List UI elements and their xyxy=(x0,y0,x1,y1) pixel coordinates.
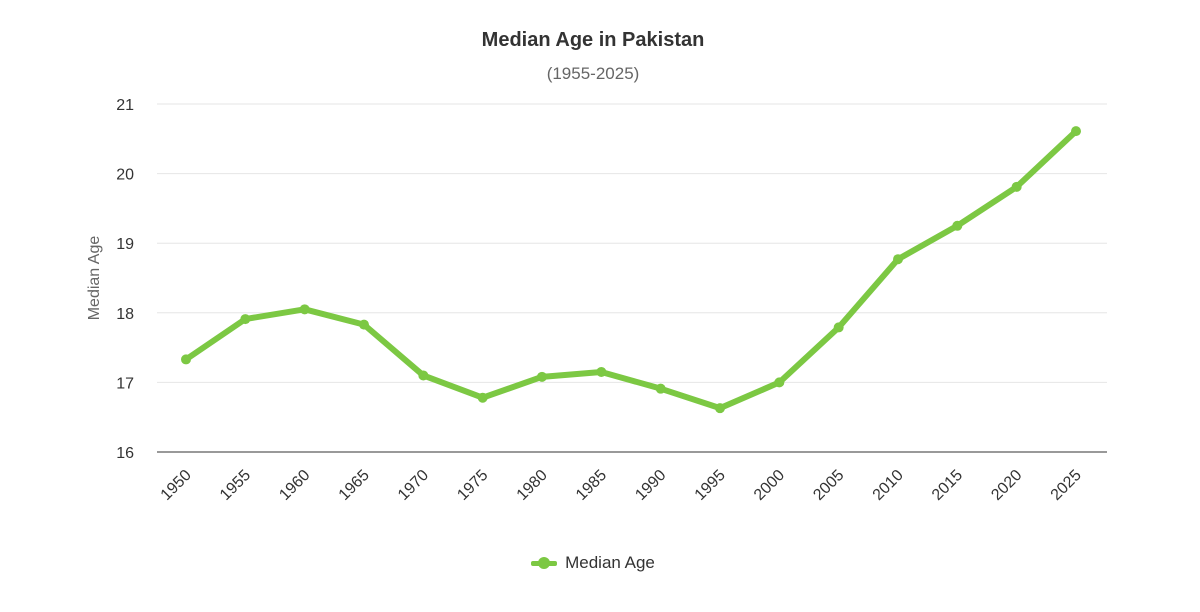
data-point[interactable] xyxy=(833,322,844,333)
series-line[interactable] xyxy=(183,128,1079,412)
data-point[interactable] xyxy=(952,220,963,231)
x-tick-label: 2015 xyxy=(929,467,966,504)
data-point[interactable] xyxy=(774,377,785,388)
y-axis-label: Median Age xyxy=(86,236,103,321)
y-tick-label: 16 xyxy=(116,445,134,462)
y-tick-label: 20 xyxy=(116,167,134,184)
y-axis-ticks: 16 17 18 19 20 21 xyxy=(116,97,134,462)
x-tick-label: 1950 xyxy=(158,467,195,504)
data-point[interactable] xyxy=(418,370,429,381)
x-tick-label: 1980 xyxy=(514,467,551,504)
x-tick-label: 2025 xyxy=(1048,467,1085,504)
x-tick-label: 1985 xyxy=(573,467,610,504)
data-point[interactable] xyxy=(181,354,191,365)
y-tick-label: 17 xyxy=(116,375,134,392)
legend-label: Median Age xyxy=(565,553,655,572)
x-axis-ticks: 1950 1955 1960 1965 1970 1975 1980 1985 1990 1995… xyxy=(158,467,1085,504)
x-tick-label: 1970 xyxy=(395,467,432,504)
x-tick-label: 2010 xyxy=(870,467,907,504)
series-group[interactable] xyxy=(181,126,1081,414)
data-point[interactable] xyxy=(537,371,547,382)
data-point[interactable] xyxy=(359,319,369,330)
x-tick-label: 2020 xyxy=(988,467,1025,504)
data-point[interactable] xyxy=(477,392,488,403)
x-tick-label: 1975 xyxy=(454,467,491,504)
y-tick-label: 19 xyxy=(116,236,134,253)
x-tick-label: 1965 xyxy=(336,467,373,504)
data-point[interactable] xyxy=(655,383,666,394)
data-point[interactable] xyxy=(715,403,725,414)
grid-lines xyxy=(157,103,1107,383)
data-point[interactable] xyxy=(240,314,251,325)
chart-title: Median Age in Pakistan xyxy=(481,29,705,51)
data-point[interactable] xyxy=(596,366,607,377)
data-point[interactable] xyxy=(1011,181,1022,192)
legend[interactable]: Median Age xyxy=(0,552,1186,579)
x-tick-label: 2000 xyxy=(751,467,788,504)
y-tick-label: 21 xyxy=(116,97,134,114)
data-point[interactable] xyxy=(893,254,903,265)
y-tick-label: 18 xyxy=(116,306,134,323)
data-point[interactable] xyxy=(299,304,310,315)
data-point[interactable] xyxy=(1071,126,1081,137)
legend-swatch-icon xyxy=(531,552,558,574)
x-tick-label: 1960 xyxy=(276,467,313,504)
x-tick-label: 2005 xyxy=(810,467,847,504)
x-tick-label: 1990 xyxy=(632,467,669,504)
x-tick-label: 1995 xyxy=(692,467,729,504)
x-tick-label: 1955 xyxy=(217,467,254,504)
chart-subtitle: (1955-2025) xyxy=(546,64,640,83)
